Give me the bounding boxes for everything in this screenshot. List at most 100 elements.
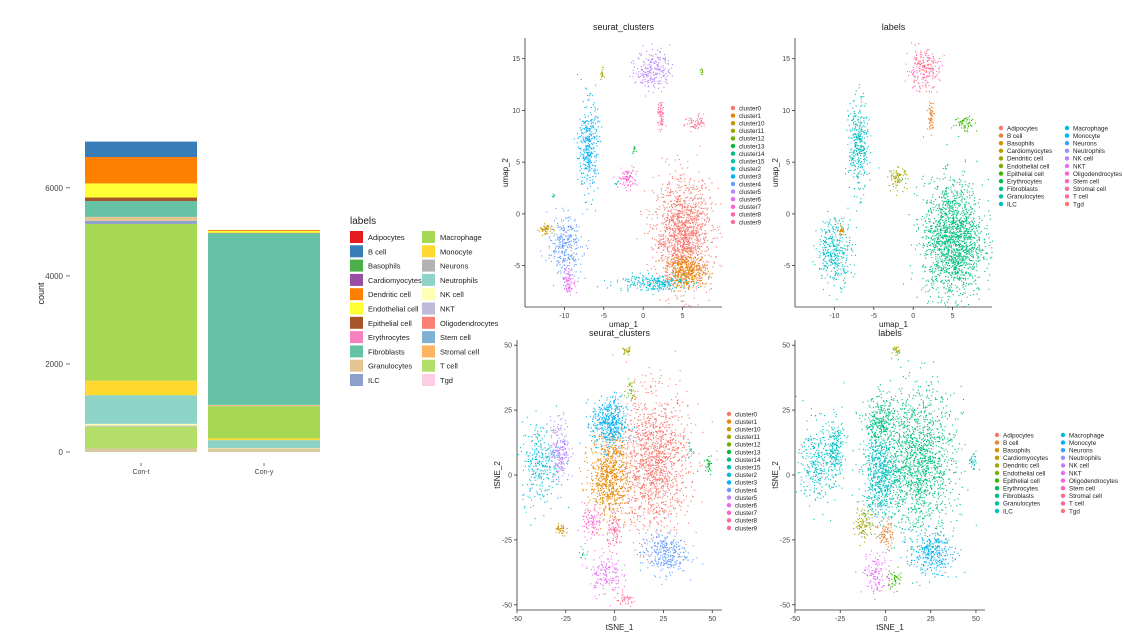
point-cluster1 <box>675 270 677 272</box>
point-cluster0 <box>708 254 710 256</box>
point-fibroblasts <box>937 214 939 216</box>
point-cluster4 <box>566 242 568 244</box>
point-cluster0 <box>691 247 693 249</box>
point-cluster2 <box>674 282 676 284</box>
point-cluster0 <box>684 291 686 293</box>
y-tick-label: 4000 <box>45 272 63 281</box>
point-cluster3 <box>589 128 591 130</box>
point-fibroblasts <box>955 266 957 268</box>
point-fibroblasts <box>935 245 937 247</box>
point-cluster3 <box>582 139 584 141</box>
point-fibroblasts <box>932 194 934 196</box>
point-cluster1 <box>691 275 693 277</box>
point-cluster0 <box>703 238 705 240</box>
point-fibroblasts <box>950 235 952 237</box>
point-cluster0 <box>714 228 716 231</box>
point-cluster7 <box>629 174 632 176</box>
point-cluster1 <box>704 264 706 266</box>
point-cluster0 <box>704 218 706 221</box>
point-cluster3 <box>591 119 593 121</box>
point-cluster1 <box>700 279 702 282</box>
point-fibroblasts <box>926 244 928 246</box>
point-fibroblasts <box>958 265 960 267</box>
point-cluster3 <box>586 187 589 189</box>
point-cluster7 <box>630 185 632 187</box>
point-cluster7 <box>625 171 627 173</box>
point-cluster0 <box>678 186 680 189</box>
point-cluster5 <box>633 66 635 68</box>
point-fibroblasts <box>943 232 945 234</box>
point-cluster4 <box>573 239 575 241</box>
point-cluster0 <box>699 211 701 214</box>
point-cluster0 <box>672 214 674 217</box>
point-cluster0 <box>685 238 687 240</box>
point-cluster3 <box>589 183 591 185</box>
point-cluster2 <box>667 288 669 290</box>
point-cluster0 <box>644 190 646 192</box>
point-cluster1 <box>679 279 681 281</box>
point-cluster0 <box>689 251 691 253</box>
point-fibroblasts <box>970 263 972 266</box>
point-cluster0 <box>668 233 670 235</box>
point-fibroblasts <box>944 234 946 236</box>
point-cluster0 <box>701 256 703 258</box>
point-cluster1 <box>688 287 690 289</box>
point-cluster9 <box>692 126 694 128</box>
point-cluster0 <box>703 238 705 240</box>
point-cluster0 <box>698 277 700 279</box>
point-cluster4 <box>571 235 573 237</box>
point-cluster6 <box>566 273 569 275</box>
point-cluster2 <box>657 285 659 287</box>
legend-label-fibroblasts: Fibroblasts <box>368 347 405 356</box>
point-cluster0 <box>701 226 703 228</box>
point-cluster5 <box>655 69 657 71</box>
point-fibroblasts <box>972 268 974 270</box>
point-cluster0 <box>679 196 681 198</box>
point-cluster5 <box>641 74 643 76</box>
point-cluster0 <box>705 221 707 223</box>
point-cluster0 <box>698 202 700 204</box>
point-cluster0 <box>696 154 698 156</box>
point-cluster2 <box>708 277 710 279</box>
point-cluster0 <box>656 199 658 202</box>
point-fibroblasts <box>948 289 951 292</box>
point-fibroblasts <box>978 224 980 226</box>
point-cluster8 <box>659 107 661 109</box>
point-cluster8 <box>658 112 660 114</box>
point-cluster0 <box>678 209 680 212</box>
point-cluster7 <box>630 172 632 174</box>
point-cluster4 <box>562 240 564 242</box>
point-fibroblasts <box>948 246 950 248</box>
point-cluster0 <box>694 224 697 226</box>
point-cluster9 <box>698 126 700 128</box>
point-fibroblasts <box>964 161 966 163</box>
point-fibroblasts <box>951 284 953 286</box>
point-cluster0 <box>689 257 691 259</box>
point-cluster4 <box>562 259 564 261</box>
point-cluster4 <box>578 277 580 279</box>
point-cluster0 <box>691 246 693 248</box>
point-cluster0 <box>660 187 662 190</box>
point-fibroblasts <box>948 258 950 260</box>
point-cluster0 <box>693 244 695 246</box>
point-fibroblasts <box>953 226 955 228</box>
point-cluster9 <box>690 130 692 133</box>
point-cluster0 <box>679 228 681 230</box>
point-fibroblasts <box>965 264 967 266</box>
point-cluster3 <box>593 138 595 140</box>
point-cluster4 <box>580 182 583 184</box>
point-cluster1 <box>700 270 702 272</box>
point-cluster1 <box>685 265 687 267</box>
point-fibroblasts <box>948 218 950 220</box>
point-cluster0 <box>698 231 700 233</box>
point-fibroblasts <box>980 251 982 253</box>
point-cluster3 <box>586 165 589 168</box>
point-cluster1 <box>686 276 688 278</box>
point-fibroblasts <box>934 251 936 253</box>
point-cluster1 <box>680 266 682 268</box>
point-cluster0 <box>663 242 665 244</box>
point-cluster9 <box>697 128 699 130</box>
point-cluster3 <box>590 156 593 158</box>
point-cluster4 <box>575 253 577 256</box>
